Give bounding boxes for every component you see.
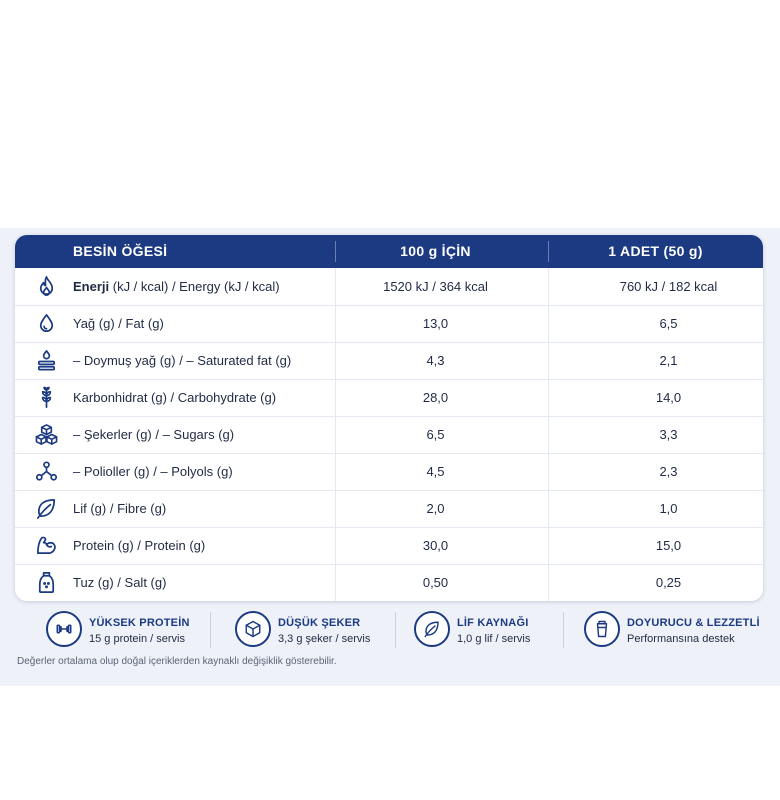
table-header: BESİN ÖĞESİ 100 g İÇİN 1 ADET (50 g) xyxy=(15,235,763,268)
header-per-unit: 1 ADET (50 g) xyxy=(608,243,703,259)
nutrient-label: Enerji (kJ / kcal) / Energy (kJ / kcal) xyxy=(73,279,280,294)
molecule-icon xyxy=(35,460,58,483)
value-per-100g: 13,0 xyxy=(422,316,449,331)
saturated-fat-icon xyxy=(35,349,58,372)
shaker-cup-icon xyxy=(584,611,620,647)
table-row: – Polioller (g) / – Polyols (g) 4,5 2,3 xyxy=(15,453,763,491)
badge-subtitle: 15 g protein / servis xyxy=(89,633,185,645)
value-per-100g: 4,5 xyxy=(426,464,445,479)
badge-title: LİF KAYNAĞI xyxy=(457,617,529,629)
value-per-unit: 2,3 xyxy=(659,464,678,479)
table-row: Protein (g) / Protein (g) 30,0 15,0 xyxy=(15,527,763,565)
value-per-unit: 15,0 xyxy=(655,538,682,553)
value-per-unit: 0,25 xyxy=(655,575,682,590)
value-per-100g: 2,0 xyxy=(426,501,445,516)
muscle-icon xyxy=(35,534,58,557)
nutrient-label: Yağ (g) / Fat (g) xyxy=(73,316,164,331)
leaf-icon xyxy=(414,611,450,647)
sugar-cubes-icon xyxy=(35,423,58,446)
nutrition-table: BESİN ÖĞESİ 100 g İÇİN 1 ADET (50 g) Ene… xyxy=(15,235,763,601)
badge-subtitle: Performansına destek xyxy=(627,633,735,645)
footnote: Değerler ortalama olup doğal içeriklerde… xyxy=(17,656,337,667)
value-per-100g: 6,5 xyxy=(426,427,445,442)
table-row: Karbonhidrat (g) / Carbohydrate (g) 28,0… xyxy=(15,379,763,417)
leaf-icon xyxy=(35,497,58,520)
nutrient-label: Tuz (g) / Salt (g) xyxy=(73,575,167,590)
nutrient-label: Protein (g) / Protein (g) xyxy=(73,538,206,553)
header-nutrient: BESİN ÖĞESİ xyxy=(73,243,168,259)
table-row: Lif (g) / Fibre (g) 2,0 1,0 xyxy=(15,490,763,528)
badge-title: YÜKSEK PROTEİN xyxy=(89,617,190,629)
table-row: Tuz (g) / Salt (g) 0,50 0,25 xyxy=(15,564,763,601)
salt-shaker-icon xyxy=(35,571,58,594)
flame-icon xyxy=(35,275,58,298)
value-per-unit: 6,5 xyxy=(659,316,678,331)
nutrient-label: Karbonhidrat (g) / Carbohydrate (g) xyxy=(73,390,277,405)
badge-subtitle: 3,3 g şeker / servis xyxy=(278,633,371,645)
value-per-unit: 760 kJ / 182 kcal xyxy=(619,279,718,294)
header-divider xyxy=(548,241,549,262)
cube-icon xyxy=(235,611,271,647)
badge-divider xyxy=(395,612,396,648)
dumbbell-icon xyxy=(46,611,82,647)
nutrient-label: – Şekerler (g) / – Sugars (g) xyxy=(73,427,235,442)
badge-divider xyxy=(563,612,564,648)
value-per-100g: 0,50 xyxy=(422,575,449,590)
badge-title: DÜŞÜK ŞEKER xyxy=(278,617,361,629)
nutrient-label: Lif (g) / Fibre (g) xyxy=(73,501,167,516)
value-per-100g: 1520 kJ / 364 kcal xyxy=(383,279,488,294)
nutrient-label: – Polioller (g) / – Polyols (g) xyxy=(73,464,233,479)
value-per-unit: 3,3 xyxy=(659,427,678,442)
table-row: – Doymuş yağ (g) / – Saturated fat (g) 4… xyxy=(15,342,763,380)
header-divider xyxy=(335,241,336,262)
table-row: Yağ (g) / Fat (g) 13,0 6,5 xyxy=(15,305,763,343)
value-per-unit: 1,0 xyxy=(659,501,678,516)
wheat-icon xyxy=(35,386,58,409)
nutrient-label: – Doymuş yağ (g) / – Saturated fat (g) xyxy=(73,353,292,368)
badge-divider xyxy=(210,612,211,648)
header-per-100g: 100 g İÇİN xyxy=(400,243,471,259)
value-per-unit: 2,1 xyxy=(659,353,678,368)
badge-title: DOYURUCU & LEZZETLİ xyxy=(627,617,760,629)
table-row: – Şekerler (g) / – Sugars (g) 6,5 3,3 xyxy=(15,416,763,454)
badge-subtitle: 1,0 g lif / servis xyxy=(457,633,531,645)
drop-icon xyxy=(35,312,58,335)
value-per-100g: 4,3 xyxy=(426,353,445,368)
value-per-unit: 14,0 xyxy=(655,390,682,405)
value-per-100g: 30,0 xyxy=(422,538,449,553)
table-row: Enerji (kJ / kcal) / Energy (kJ / kcal) … xyxy=(15,268,763,306)
value-per-100g: 28,0 xyxy=(422,390,449,405)
